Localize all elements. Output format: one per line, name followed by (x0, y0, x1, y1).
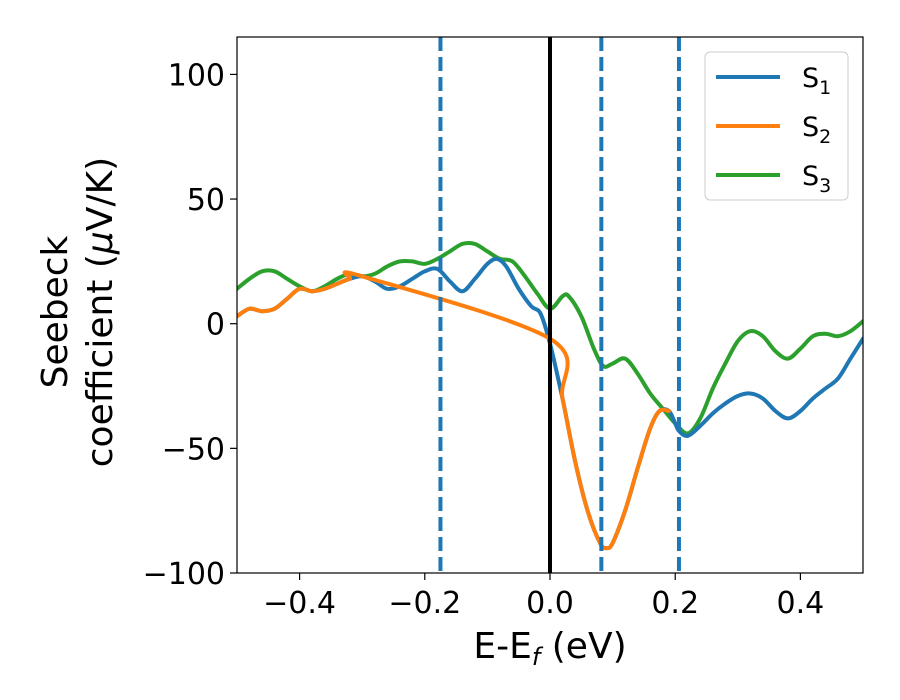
y-axis-label-line1: Seebeck (35, 235, 76, 388)
x-tick-label: −0.4 (263, 586, 336, 621)
y-tick-label: 0 (206, 308, 225, 343)
y-tick-label: 50 (187, 183, 225, 218)
legend: S1 S2 S3 (704, 51, 849, 201)
y-tick-label: −100 (143, 557, 225, 592)
x-axis: −0.4 −0.2 0.0 0.2 0.4 (263, 573, 824, 621)
legend-label-s2: S2 (802, 112, 831, 148)
legend-label-s3: S3 (802, 161, 831, 197)
x-axis-label: E-Ef (eV) (473, 626, 626, 671)
y-axis: −100 −50 0 50 100 (143, 58, 237, 592)
legend-label-s1: S1 (802, 63, 831, 99)
x-tick-label: 0.0 (526, 586, 574, 621)
x-tick-label: 0.4 (777, 586, 825, 621)
y-tick-label: −50 (162, 432, 225, 467)
series-line-s3 (237, 241, 863, 436)
y-axis-label: Seebeck coefficient (μV/K) (35, 157, 121, 467)
series-line-s2 (237, 270, 671, 551)
y-axis-label-line2: coefficient (μV/K) (80, 157, 121, 467)
plot-lines (237, 37, 863, 573)
y-tick-label: 100 (168, 58, 225, 93)
x-tick-label: −0.2 (388, 586, 461, 621)
x-tick-label: 0.2 (651, 586, 699, 621)
